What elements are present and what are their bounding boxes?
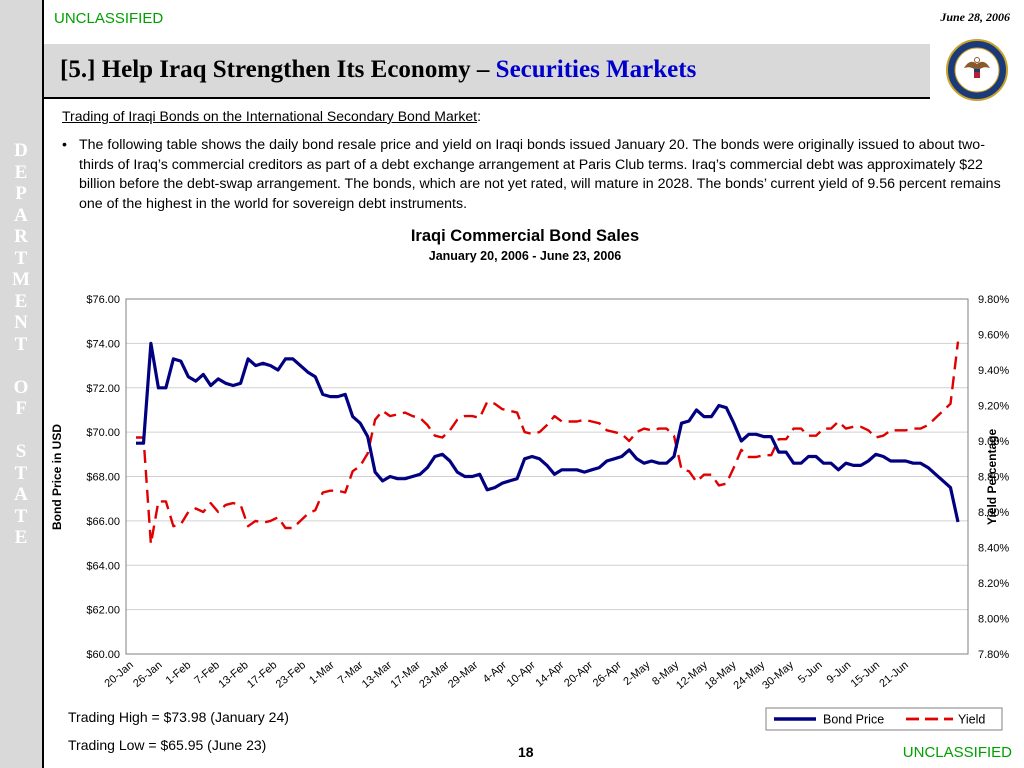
title-highlight: Securities Markets	[495, 56, 697, 83]
trading-high: Trading High = $73.98 (January 24)	[68, 709, 289, 725]
classification-bottom: UNCLASSIFIED	[902, 744, 1012, 761]
x-tick-label: 23-Mar	[417, 659, 452, 691]
x-tick-label: 13-Feb	[216, 659, 250, 691]
x-tick-label: 1-Mar	[307, 659, 337, 687]
y2-tick-label: 7.80%	[978, 649, 1009, 661]
x-tick-label: 5-Jun	[796, 659, 825, 686]
legend-price-label: Bond Price	[823, 713, 884, 727]
y-tick-label: $72.00	[86, 383, 120, 395]
y-tick-label: $62.00	[86, 605, 120, 617]
trading-low: Trading Low = $65.95 (June 23)	[68, 737, 267, 753]
y2-tick-label: 8.40%	[978, 543, 1009, 555]
page-title: [5.] Help Iraq Strengthen Its Economy – …	[60, 56, 696, 84]
bond-chart: Iraqi Commercial Bond Sales January 20, …	[50, 227, 1009, 731]
state-department-seal-icon	[946, 39, 1008, 101]
yield-series-line	[136, 341, 960, 546]
title-prefix: [5.] Help Iraq Strengthen Its Economy –	[60, 56, 496, 83]
y-tick-label: $76.00	[86, 294, 120, 306]
bullet-marker: •	[62, 137, 67, 153]
chart-subtitle: January 20, 2006 - June 23, 2006	[429, 249, 622, 263]
legend-yield-label: Yield	[958, 713, 985, 727]
y-tick-label: $74.00	[86, 338, 120, 350]
page-number: 18	[518, 744, 534, 760]
x-tick-label: 24-May	[732, 659, 768, 692]
y2-tick-label: 8.80%	[978, 472, 1009, 484]
chart-title: Iraqi Commercial Bond Sales	[411, 227, 639, 245]
x-tick-label: 23-Feb	[274, 659, 308, 691]
y-tick-label: $68.00	[86, 472, 120, 484]
x-tick-label: 29-Mar	[446, 659, 481, 691]
legend-box	[765, 707, 1003, 731]
x-tick-label: 15-Jun	[849, 659, 882, 690]
y2-axis-label: Yield Percentage	[985, 429, 999, 526]
x-tick-label: 18-May	[703, 659, 739, 692]
section-heading: Trading of Iraqi Bonds on the Internatio…	[62, 108, 481, 124]
y-tick-label: $70.00	[86, 427, 120, 439]
y2-tick-label: 9.80%	[978, 294, 1009, 306]
x-tick-label: 26-Apr	[591, 659, 624, 690]
bond-price-series-line	[136, 341, 960, 523]
y-tick-label: $66.00	[86, 516, 120, 528]
series-layer	[136, 341, 960, 546]
x-tick-label: 26-Jan	[131, 659, 164, 690]
y2-tick-label: 8.00%	[978, 614, 1009, 626]
x-tick-label: 1-Feb	[164, 659, 194, 687]
y2-tick-label: 9.60%	[978, 330, 1009, 342]
title-bar	[44, 44, 930, 99]
y2-tick-label: 9.40%	[978, 365, 1009, 377]
x-tick-label: 12-May	[674, 659, 710, 692]
sidebar-vertical-text: D E P A R T M E N T O F S T A T E	[12, 140, 30, 548]
x-tick-label: 14-Apr	[533, 659, 566, 690]
x-tick-label: 30-May	[760, 659, 796, 692]
right-axis-ticks: 7.80% 8.00% 8.20% 8.40% 8.60% 8.80% 9.00% 9.20%…	[978, 294, 1009, 661]
x-tick-label: 20-Apr	[562, 659, 595, 690]
x-tick-label: 2-May	[621, 659, 653, 688]
sidebar: D E P A R T M E N T O F S T A T E	[0, 0, 44, 768]
y-tick-label: $64.00	[86, 560, 120, 572]
left-axis-ticks: $60.00 $62.00 $64.00 $66.00 $68.00 $70.00 $72.…	[86, 294, 120, 661]
section-heading-text: Trading of Iraqi Bonds on the Internatio…	[62, 108, 478, 124]
x-tick-label: 17-Mar	[389, 659, 424, 691]
plot-area	[125, 298, 969, 655]
y2-tick-label: 9.00%	[978, 436, 1009, 448]
y2-tick-label: 9.20%	[978, 401, 1009, 413]
x-tick-label: 10-Apr	[505, 659, 538, 690]
y-tick-label: $60.00	[86, 649, 120, 661]
x-axis-ticks: 20-Jan26-Jan1-Feb7-Feb13-Feb17-Feb23-Feb…	[102, 659, 910, 692]
x-tick-label: 21-Jun	[877, 659, 910, 690]
classification-top: UNCLASSIFIED	[54, 10, 164, 27]
bullet-paragraph: • The following table shows the daily bo…	[62, 136, 1014, 214]
x-tick-label: 13-Mar	[360, 659, 395, 691]
y-axis-label: Bond Price in USD	[50, 424, 64, 530]
bullet-text: The following table shows the daily bond…	[79, 137, 1001, 212]
chart-legend: Bond Price Yield	[765, 707, 1003, 731]
y2-tick-label: 8.60%	[978, 507, 1009, 519]
chart-gridlines	[126, 342, 968, 611]
y2-tick-label: 8.20%	[978, 578, 1009, 590]
x-tick-label: 17-Feb	[245, 659, 279, 691]
x-tick-label: 20-Jan	[102, 659, 135, 690]
slide-date: June 28, 2006	[940, 10, 1010, 24]
